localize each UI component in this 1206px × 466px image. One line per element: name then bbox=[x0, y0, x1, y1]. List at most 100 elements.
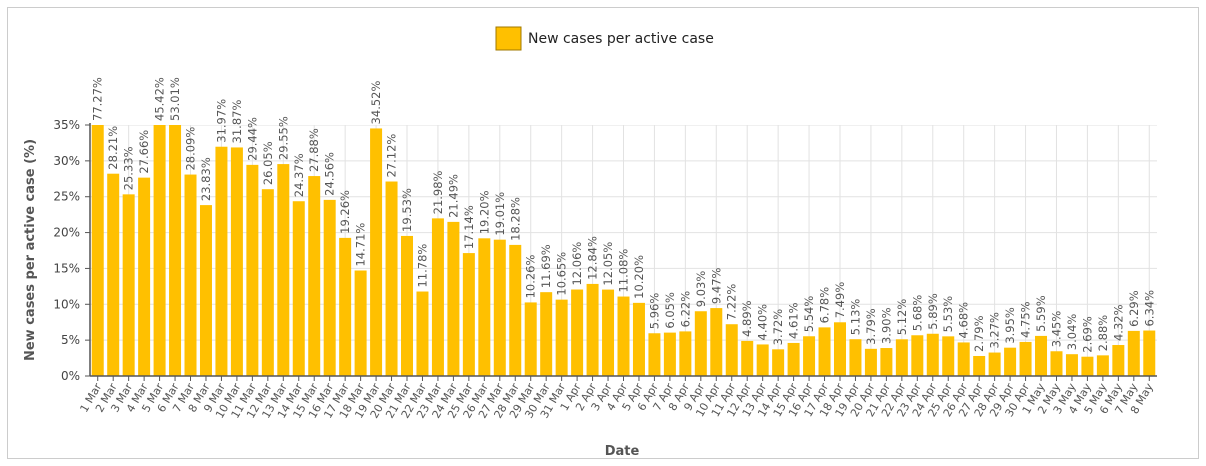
value-label: 28.09% bbox=[184, 127, 198, 171]
bar bbox=[246, 164, 259, 376]
bar bbox=[833, 322, 846, 376]
bar bbox=[586, 283, 599, 376]
value-label: 2.88% bbox=[1096, 315, 1110, 352]
value-label: 4.32% bbox=[1111, 304, 1125, 341]
bar bbox=[787, 342, 800, 376]
value-label: 25.33% bbox=[122, 146, 136, 190]
value-label: 6.34% bbox=[1142, 290, 1156, 327]
bar bbox=[153, 125, 166, 377]
bar bbox=[725, 324, 738, 376]
value-label: 2.69% bbox=[1080, 316, 1094, 353]
y-tick-label: 10% bbox=[53, 297, 80, 311]
bar bbox=[710, 308, 723, 376]
value-label: 4.68% bbox=[957, 302, 971, 339]
bar bbox=[230, 147, 243, 376]
bar bbox=[942, 336, 955, 376]
bar bbox=[679, 331, 692, 376]
value-label: 4.75% bbox=[1019, 301, 1033, 338]
value-label: 21.98% bbox=[431, 170, 445, 214]
value-label: 9.03% bbox=[694, 271, 708, 308]
value-label: 29.44% bbox=[245, 117, 259, 161]
value-label: 77.27% bbox=[91, 77, 105, 121]
y-tick-label: 30% bbox=[53, 154, 80, 168]
value-label: 3.90% bbox=[879, 307, 893, 344]
bar bbox=[493, 239, 506, 376]
bar bbox=[1004, 347, 1017, 376]
value-label: 19.01% bbox=[493, 192, 507, 236]
value-label: 7.49% bbox=[833, 282, 847, 319]
bar bbox=[632, 302, 645, 376]
value-label: 53.01% bbox=[168, 77, 182, 121]
y-tick-label: 20% bbox=[53, 226, 80, 240]
value-label: 21.49% bbox=[446, 174, 460, 218]
legend-swatch bbox=[495, 26, 522, 51]
bar bbox=[122, 194, 135, 376]
bar bbox=[138, 177, 151, 376]
bar bbox=[509, 244, 522, 376]
bar bbox=[447, 221, 460, 376]
bar bbox=[973, 355, 986, 376]
bar bbox=[323, 199, 336, 376]
bar bbox=[1127, 330, 1140, 376]
value-label: 28.21% bbox=[106, 126, 120, 170]
bar bbox=[648, 333, 661, 376]
value-label: 19.26% bbox=[338, 190, 352, 234]
bar bbox=[1096, 355, 1109, 376]
bar bbox=[772, 349, 785, 376]
bar bbox=[370, 128, 383, 376]
bar bbox=[354, 270, 367, 376]
value-label: 10.26% bbox=[524, 254, 538, 298]
value-label: 18.28% bbox=[508, 197, 522, 241]
bar bbox=[540, 292, 553, 376]
value-label: 5.13% bbox=[848, 299, 862, 336]
bar bbox=[663, 332, 676, 376]
y-tick-label: 35% bbox=[53, 118, 80, 132]
value-label: 5.12% bbox=[895, 299, 909, 336]
bar bbox=[1050, 351, 1063, 376]
value-label: 5.54% bbox=[802, 296, 816, 333]
value-label: 17.14% bbox=[462, 205, 476, 249]
bar bbox=[911, 335, 924, 376]
bar bbox=[694, 311, 707, 376]
y-axis-title: New cases per active case (%) bbox=[23, 139, 38, 361]
bar bbox=[339, 237, 352, 376]
bar bbox=[401, 235, 414, 376]
value-label: 5.89% bbox=[926, 293, 940, 330]
bar bbox=[849, 339, 862, 376]
value-label: 7.22% bbox=[725, 284, 739, 321]
bar bbox=[91, 125, 104, 376]
y-tick-label: 25% bbox=[53, 190, 80, 204]
value-label: 10.20% bbox=[632, 255, 646, 299]
value-label: 9.47% bbox=[709, 267, 723, 304]
value-label: 45.42% bbox=[153, 77, 167, 121]
bar bbox=[292, 201, 305, 376]
value-label: 6.29% bbox=[1127, 290, 1141, 327]
bar bbox=[431, 218, 444, 376]
value-label: 2.79% bbox=[972, 315, 986, 352]
legend-label: New cases per active case bbox=[528, 31, 714, 47]
bar bbox=[555, 299, 568, 376]
value-label: 23.83% bbox=[199, 157, 213, 201]
value-label: 3.45% bbox=[1049, 311, 1063, 348]
value-label: 27.88% bbox=[307, 128, 321, 172]
value-label: 10.65% bbox=[555, 252, 569, 296]
plot-area bbox=[90, 125, 1157, 377]
value-label: 4.40% bbox=[756, 304, 770, 341]
value-label: 26.05% bbox=[261, 141, 275, 185]
x-axis-title: Date bbox=[605, 444, 640, 459]
value-label: 3.79% bbox=[864, 308, 878, 345]
value-label: 5.59% bbox=[1034, 295, 1048, 332]
value-label: 24.56% bbox=[323, 152, 337, 196]
bar bbox=[1112, 345, 1125, 376]
value-label: 4.61% bbox=[787, 302, 801, 339]
value-label: 34.52% bbox=[369, 81, 383, 125]
bar bbox=[895, 339, 908, 376]
bar bbox=[107, 173, 120, 376]
bar bbox=[741, 340, 754, 376]
value-label: 12.06% bbox=[570, 242, 584, 286]
bar bbox=[803, 336, 816, 376]
bar bbox=[864, 348, 877, 376]
bar bbox=[308, 176, 321, 376]
